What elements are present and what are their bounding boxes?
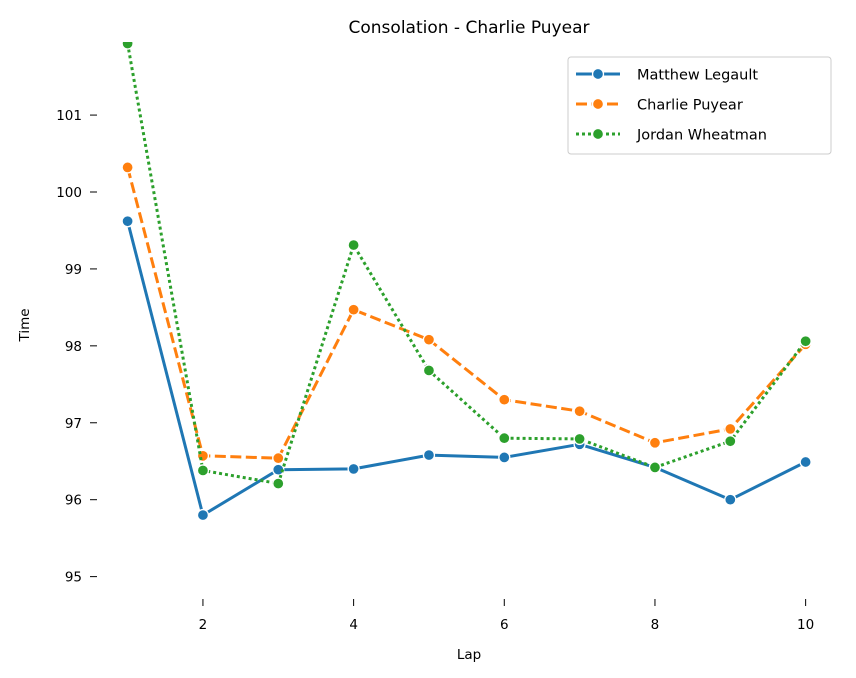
x-tick-label: 4 [349,617,358,633]
y-tick-label: 97 [65,416,82,432]
legend-box [567,56,832,155]
data-point [272,452,285,465]
series-line [126,167,807,460]
data-point [799,455,812,469]
y-tick-label: 96 [65,493,82,509]
x-tick-label: 6 [500,617,509,633]
x-tick-label: 2 [199,617,208,633]
x-axis-label: Lap [457,647,481,663]
data-point [498,432,511,445]
legend-label: Charlie Puyear [637,98,743,114]
legend-item: Charlie Puyear [576,98,743,114]
y-axis-label: Time [17,308,33,342]
x-tick-label: 10 [797,617,814,633]
series-charlie-puyear [121,161,812,465]
data-point [272,477,285,490]
legend-item: Jordan Wheatman [576,128,767,144]
series-layer [121,42,812,522]
data-point [498,451,511,464]
legend-label: Jordan Wheatman [636,128,767,144]
series-line [126,220,807,517]
legend-marker [591,127,605,141]
chart-title: Consolation - Charlie Puyear [349,18,590,38]
y-tick-label: 100 [56,185,82,201]
series-matthew-legault [121,215,812,522]
data-point [422,364,436,377]
data-point [347,238,360,252]
legend: Matthew Legault Charlie Puyear Jordan Whea… [567,56,832,155]
data-point [648,436,662,449]
data-point [121,215,134,228]
data-point [724,422,737,436]
legend-marker [591,67,605,81]
y-tick-label: 99 [65,262,82,278]
data-point [347,462,360,476]
legend-item: Matthew Legault [576,68,758,84]
data-point [121,161,134,174]
data-point [347,303,360,316]
data-point [799,335,812,348]
x-tick-label: 8 [651,617,660,633]
data-point [498,393,511,406]
legend-label: Matthew Legault [637,68,758,84]
data-point [196,464,210,477]
data-point [724,435,737,448]
data-point [724,493,737,506]
legend-marker [591,97,605,111]
data-point [573,405,586,418]
data-point [573,432,586,446]
data-point [196,508,210,522]
data-point [422,333,436,346]
y-tick-label: 101 [56,108,82,124]
y-tick-label: 98 [65,339,82,355]
data-point [121,42,134,50]
y-tick-label: 95 [65,570,82,586]
y-axis: 95 96 97 98 99 100 101 [56,108,97,586]
data-point [422,448,436,462]
series-jordan-wheatman [121,42,812,490]
data-point [648,461,662,474]
x-axis: 2 4 6 8 10 [199,599,814,633]
